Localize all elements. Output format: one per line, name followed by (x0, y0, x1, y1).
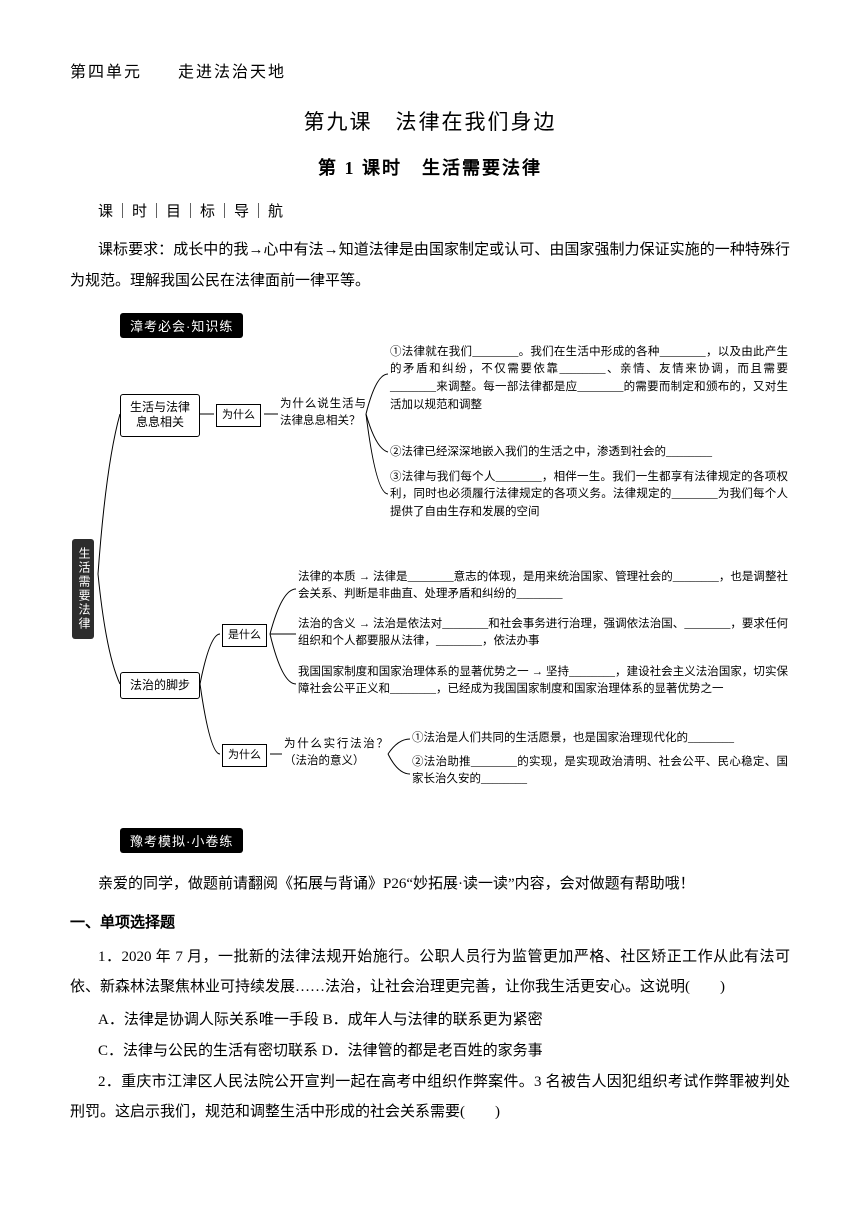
question-1-opt-ab: A．法律是协调人际关系唯一手段 B．成年人与法律的联系更为紧密 (70, 1005, 790, 1036)
branch-a-sub: 为什么说生活与法律息息相关？ (280, 396, 366, 432)
leaf-b1a: 法律的本质 → 法律是________意志的体现，是用来统治国家、管理社会的__… (298, 569, 788, 605)
exam-pill: 豫考模拟·小卷练 (120, 828, 243, 853)
unit-heading: 第四单元 走进法治天地 (70, 58, 790, 82)
leaf-b2a: ①法治是人们共同的生活愿景，也是国家治理现代化的________ (412, 730, 788, 748)
concept-diagram: 生活需要法律 生活与法律息息相关 为什么 为什么说生活与法律息息相关？ ①法律就… (70, 344, 790, 818)
knowledge-pill: 漳考必会·知识练 (120, 313, 243, 338)
leaf-b1c: 我国国家制度和国家治理体系的显著优势之一 → 坚持________，建设社会主义… (298, 664, 788, 700)
lesson-title: 第九课 法律在我们身边 (70, 106, 790, 136)
question-2-stem: 2．重庆市江津区人民法院公开宣判一起在高考中组织作弊案件。3 名被告人因犯组织考… (70, 1067, 790, 1129)
leaf-a1: ①法律就在我们________。我们在生活中形成的各种________，以及由此… (390, 344, 788, 415)
leaf-a3: ③法律与我们每个人________，相伴一生。我们一生都享有法律规定的各项权利，… (390, 469, 788, 522)
branch-b-q2-sub: 为什么实行法治？（法治的意义） (284, 736, 388, 772)
branch-b-q2: 为什么 (222, 744, 267, 768)
branch-a-box: 生活与法律息息相关 (120, 394, 200, 437)
section-heading: 一、单项选择题 (70, 911, 790, 932)
standard-requirement: 课标要求：成长中的我→心中有法→知道法律是由国家制定或认可、由国家强制力保证实施… (70, 235, 790, 297)
exercise-intro: 亲爱的同学，做题前请翻阅《拓展与背诵》P26“妙拓展·读一读”内容，会对做题有帮… (70, 869, 790, 899)
branch-b-q1: 是什么 (222, 624, 267, 648)
question-1-opt-cd: C．法律与公民的生活有密切联系 D．法律管的都是老百姓的家务事 (70, 1036, 790, 1067)
period-title: 第 1 课时 生活需要法律 (70, 154, 790, 180)
leaf-b1b: 法治的含义 → 法治是依法对________和社会事务进行治理，强调依法治国、_… (298, 616, 788, 652)
branch-a-q: 为什么 (216, 404, 261, 428)
leaf-b2b: ②法治助推________的实现，是实现政治清明、社会公平、民心稳定、国家长治久… (412, 754, 788, 790)
question-1-stem: 1．2020 年 7 月，一批新的法律法规开始施行。公职人员行为监管更加严格、社… (70, 942, 790, 1004)
root-badge: 生活需要法律 (72, 539, 94, 639)
nav-label: 课｜时｜目｜标｜导｜航 (70, 200, 790, 221)
leaf-a2: ②法律已经深深地嵌入我们的生活之中，渗透到社会的________ (390, 444, 788, 462)
branch-b-box: 法治的脚步 (120, 672, 200, 700)
